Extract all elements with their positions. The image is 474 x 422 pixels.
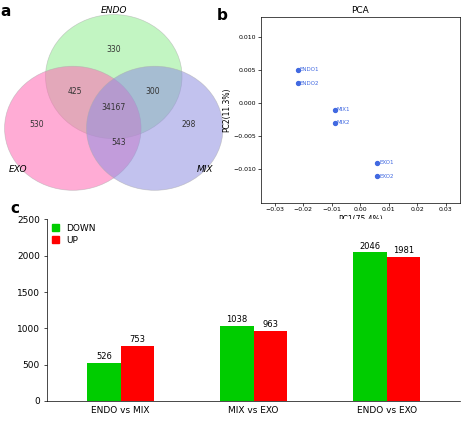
Point: [374, 173, 381, 179]
Text: 1981: 1981: [392, 246, 414, 255]
Bar: [87, 363, 120, 401]
Ellipse shape: [46, 14, 182, 138]
Text: ENDO: ENDO: [100, 6, 127, 15]
Bar: [387, 257, 420, 401]
Text: a: a: [0, 4, 10, 19]
Bar: [120, 346, 154, 401]
Text: 34167: 34167: [101, 103, 126, 112]
Point: [294, 67, 301, 73]
Text: 300: 300: [145, 87, 160, 95]
Point: [331, 119, 338, 126]
Text: 543: 543: [111, 138, 126, 147]
Text: ENDO1: ENDO1: [300, 68, 319, 73]
Bar: [353, 252, 387, 401]
Text: MIX: MIX: [197, 165, 213, 174]
Y-axis label: PC2(11.3%): PC2(11.3%): [222, 87, 231, 132]
Text: c: c: [10, 201, 19, 216]
Text: 530: 530: [29, 120, 44, 129]
Bar: [220, 325, 254, 401]
Bar: [254, 331, 287, 401]
Text: b: b: [217, 8, 228, 23]
X-axis label: PC1(75.4%): PC1(75.4%): [338, 214, 383, 224]
Text: ENDO2: ENDO2: [300, 81, 319, 86]
Ellipse shape: [86, 66, 223, 190]
Text: EXO2: EXO2: [380, 173, 394, 179]
Point: [331, 106, 338, 113]
Text: 1038: 1038: [227, 315, 247, 324]
Text: 330: 330: [107, 45, 121, 54]
Ellipse shape: [5, 66, 141, 190]
Text: 526: 526: [96, 352, 112, 361]
Legend: DOWN, UP: DOWN, UP: [52, 224, 96, 245]
Title: PCA: PCA: [351, 6, 369, 15]
Point: [294, 80, 301, 87]
Point: [374, 160, 381, 166]
Text: 2046: 2046: [359, 241, 381, 251]
Text: EXO1: EXO1: [380, 160, 394, 165]
Text: 425: 425: [68, 87, 82, 95]
Text: MIX1: MIX1: [337, 107, 350, 112]
Text: 963: 963: [262, 320, 278, 329]
Text: EXO: EXO: [9, 165, 27, 174]
Text: 298: 298: [182, 120, 196, 129]
Text: MIX2: MIX2: [337, 121, 350, 125]
Text: 753: 753: [129, 335, 145, 344]
